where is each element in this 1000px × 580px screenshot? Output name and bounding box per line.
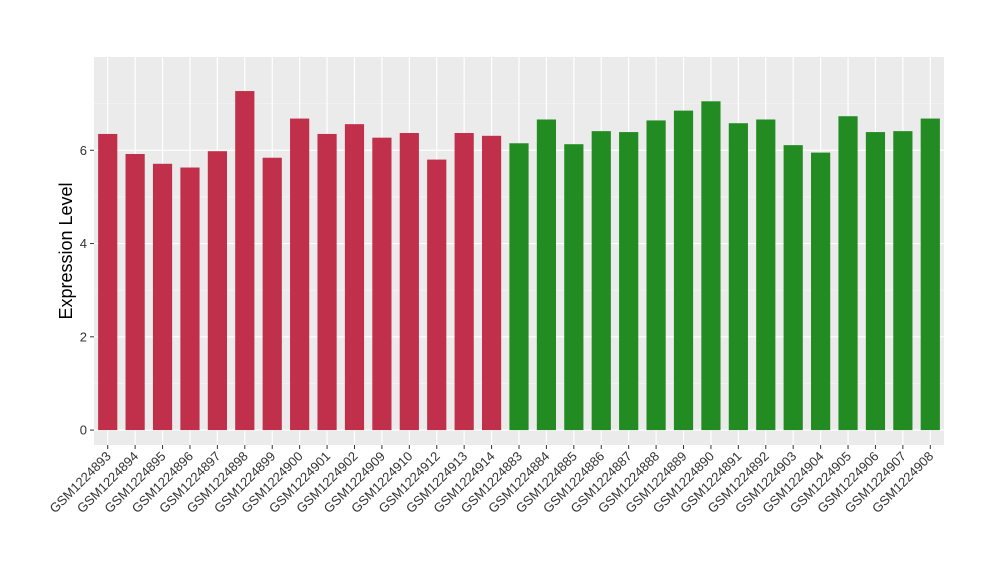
y-axis-title: Expression Level [56, 182, 76, 319]
bar [811, 152, 831, 431]
bar [317, 133, 337, 431]
y-tick-label: 4 [80, 236, 87, 251]
y-tick-label: 0 [80, 423, 87, 438]
bar [344, 124, 365, 431]
bar [756, 119, 776, 431]
bar [509, 143, 529, 431]
bar [865, 132, 886, 431]
y-tick-label: 6 [80, 143, 87, 158]
bar [152, 163, 173, 431]
bar [372, 137, 392, 431]
bar [564, 144, 584, 431]
bar [98, 133, 118, 431]
bar [838, 116, 858, 431]
bar [180, 167, 200, 431]
bar [536, 119, 557, 431]
bar [920, 118, 940, 431]
bar [728, 123, 748, 431]
bar [673, 110, 694, 431]
x-axis: GSM1224893GSM1224894GSM1224895GSM1224896… [46, 445, 936, 516]
bar [591, 131, 611, 431]
bar [646, 120, 666, 431]
bar [783, 145, 803, 431]
bar [262, 157, 282, 431]
y-axis: 0 2 4 6 [80, 143, 94, 438]
bars [98, 91, 940, 431]
y-tick-label: 2 [80, 329, 87, 344]
bar [701, 101, 721, 431]
bar [235, 91, 255, 431]
bar [893, 131, 913, 431]
bar [427, 159, 447, 431]
bar [454, 133, 474, 431]
bar [207, 151, 227, 431]
bar [399, 133, 419, 431]
bar [125, 154, 145, 431]
bar [290, 118, 310, 431]
bar [481, 135, 502, 431]
bar [619, 132, 639, 431]
